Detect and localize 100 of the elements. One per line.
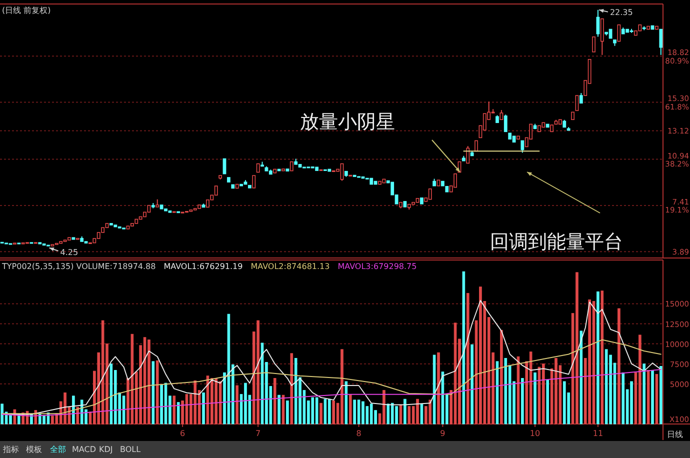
candlestick: [168, 210, 172, 213]
text: MACD: [72, 445, 96, 454]
bar: [357, 400, 360, 424]
bar: [630, 381, 633, 424]
bar: [148, 340, 150, 424]
bar: [101, 320, 104, 424]
bar: [580, 330, 583, 424]
bar: [256, 320, 260, 424]
bar: [290, 353, 294, 424]
candlestick: [240, 184, 243, 186]
bar: [382, 390, 386, 424]
candlestick: [126, 226, 130, 230]
candlestick: [72, 237, 76, 240]
bar: [470, 344, 474, 424]
bar: [390, 402, 394, 424]
annotation: 4.25: [60, 248, 78, 257]
text: MAVOL1:676291.19: [164, 262, 243, 271]
candlestick: [571, 112, 574, 120]
bar: [344, 381, 348, 424]
annotation: 放量小阴星: [300, 111, 395, 133]
bar: [227, 314, 230, 424]
x-tick-label: 10: [530, 429, 540, 438]
bar: [479, 286, 482, 424]
bar: [466, 293, 470, 424]
bar: [622, 372, 625, 424]
bar: [152, 361, 155, 424]
text: 模板: [26, 445, 42, 454]
candlestick: [474, 140, 478, 152]
bar: [110, 364, 113, 424]
bar: [596, 291, 600, 424]
candlestick: [198, 204, 202, 209]
bar: [408, 406, 411, 424]
candlestick: [542, 122, 546, 128]
text: 日线: [667, 430, 683, 439]
candlestick: [252, 175, 256, 188]
bar: [340, 349, 344, 424]
bar: [64, 392, 66, 424]
bar: [441, 372, 444, 424]
candlestick: [130, 223, 134, 226]
candlestick: [42, 243, 46, 246]
bar: [554, 358, 558, 424]
bar: [194, 380, 197, 424]
x-tick-label: 9: [440, 429, 446, 438]
candlestick: [403, 201, 407, 208]
text: MAVOL2:874681.13: [250, 262, 330, 271]
bar: [651, 370, 654, 424]
bar: [437, 352, 440, 424]
line-series: [2, 339, 662, 414]
bar: [588, 299, 591, 424]
text: 指标: [2, 445, 19, 454]
bar: [278, 394, 280, 424]
annotation: 22.35: [610, 8, 633, 17]
candlestick: [298, 164, 302, 168]
candlestick: [436, 180, 440, 186]
candlestick: [558, 119, 562, 125]
candlestick: [659, 28, 663, 56]
bar: [538, 366, 541, 424]
chart-title: (日线 前复权): [2, 6, 51, 15]
bar: [462, 271, 466, 424]
bar: [642, 364, 646, 424]
candlestick: [273, 168, 277, 174]
bar: [500, 330, 503, 424]
candlestick: [412, 202, 416, 205]
candlestick: [428, 188, 432, 200]
bar: [348, 394, 352, 424]
bar: [214, 378, 218, 424]
bar: [130, 334, 134, 424]
candlestick: [226, 177, 230, 182]
annotation: 回调到能量平台: [490, 231, 623, 253]
candlestick: [617, 24, 621, 42]
bar: [172, 396, 176, 424]
bar: [286, 400, 289, 424]
bar: [320, 402, 322, 424]
candlestick: [512, 136, 516, 143]
candlestick: [134, 218, 138, 224]
candlestick: [328, 168, 332, 172]
bar: [420, 404, 424, 424]
bar: [618, 308, 620, 424]
bar: [395, 406, 398, 424]
candlestick: [646, 26, 650, 30]
bar: [156, 360, 159, 424]
bar: [504, 358, 508, 424]
bar: [236, 385, 238, 424]
candlestick: [68, 237, 71, 240]
bar: [600, 290, 604, 424]
candlestick: [592, 36, 596, 52]
candlestick: [374, 180, 378, 185]
bar: [454, 322, 457, 424]
candlestick: [138, 216, 142, 220]
candlestick: [575, 95, 579, 111]
bar: [521, 378, 524, 424]
bar: [202, 392, 205, 424]
candlestick: [164, 208, 168, 212]
bar: [386, 404, 390, 424]
candlestick: [59, 241, 63, 244]
candlestick: [256, 163, 260, 173]
candlestick: [315, 166, 319, 171]
bar: [546, 380, 550, 424]
line-series: [2, 368, 662, 416]
candlestick: [114, 224, 118, 228]
